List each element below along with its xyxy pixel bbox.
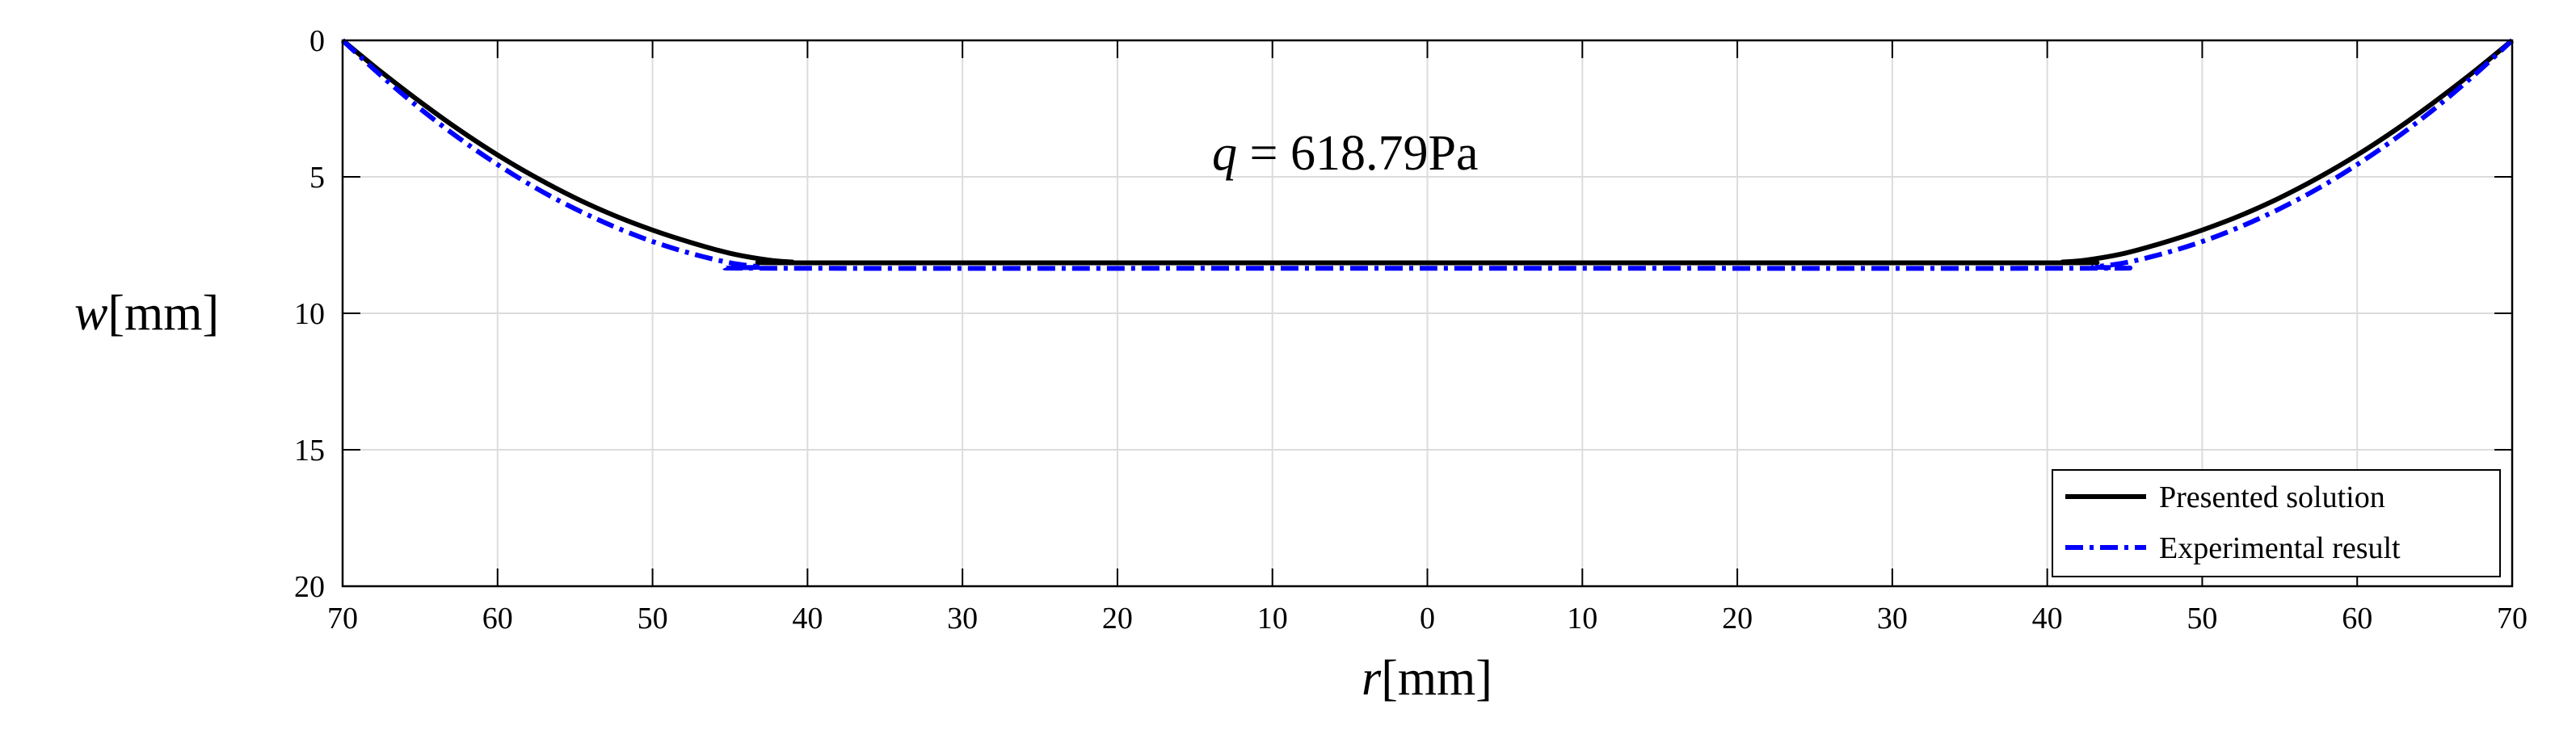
y-axis-var: w [74,286,107,341]
annotation-value: 618.79Pa [1290,126,1479,181]
y-tick-label: 0 [309,24,325,58]
x-tick-label: 30 [947,602,978,635]
legend: Presented solution Experimental result [2052,469,2501,577]
x-axis-unit: [mm] [1381,651,1492,706]
y-tick-label: 5 [309,161,325,195]
annotation-var: q [1212,126,1237,181]
x-tick-label: 10 [1257,602,1288,635]
annotation-eq: = [1237,126,1290,181]
series-line-presented-solution [341,38,2514,266]
legend-label-experimental: Experimental result [2159,531,2401,565]
x-tick-label: 10 [1567,602,1597,635]
x-tick-label: 50 [638,602,668,635]
axis-ticks: 70 60 50 40 30 20 10 0 10 20 30 40 50 60 70 0 5 10 15 20 [294,24,2528,635]
legend-box [2052,469,2501,577]
y-axis-unit: [mm] [107,286,219,341]
x-tick-label: 40 [792,602,823,635]
series-lines [340,38,2515,271]
y-axis-label: w[mm] [74,286,219,341]
legend-label-presented: Presented solution [2159,480,2385,514]
series-line-experimental-result [340,38,2515,271]
grid [343,40,2512,586]
x-tick-label: 70 [2497,602,2528,635]
y-tick-label: 10 [294,297,325,331]
annotation: q = 618.79Pa [1212,126,1478,181]
x-tick-label: 30 [1877,602,1908,635]
x-tick-label: 70 [327,602,358,635]
x-tick-label: 60 [2342,602,2372,635]
x-tick-label: 50 [2187,602,2217,635]
x-tick-label: 40 [2032,602,2063,635]
y-tick-label: 20 [294,570,325,604]
x-tick-label: 20 [1722,602,1753,635]
x-tick-label: 20 [1102,602,1133,635]
x-axis-var: r [1362,651,1382,706]
x-tick-label: 60 [482,602,513,635]
x-axis-label: r[mm] [1362,651,1492,706]
x-tick-label: 0 [1420,602,1435,635]
y-tick-label: 15 [294,434,325,468]
